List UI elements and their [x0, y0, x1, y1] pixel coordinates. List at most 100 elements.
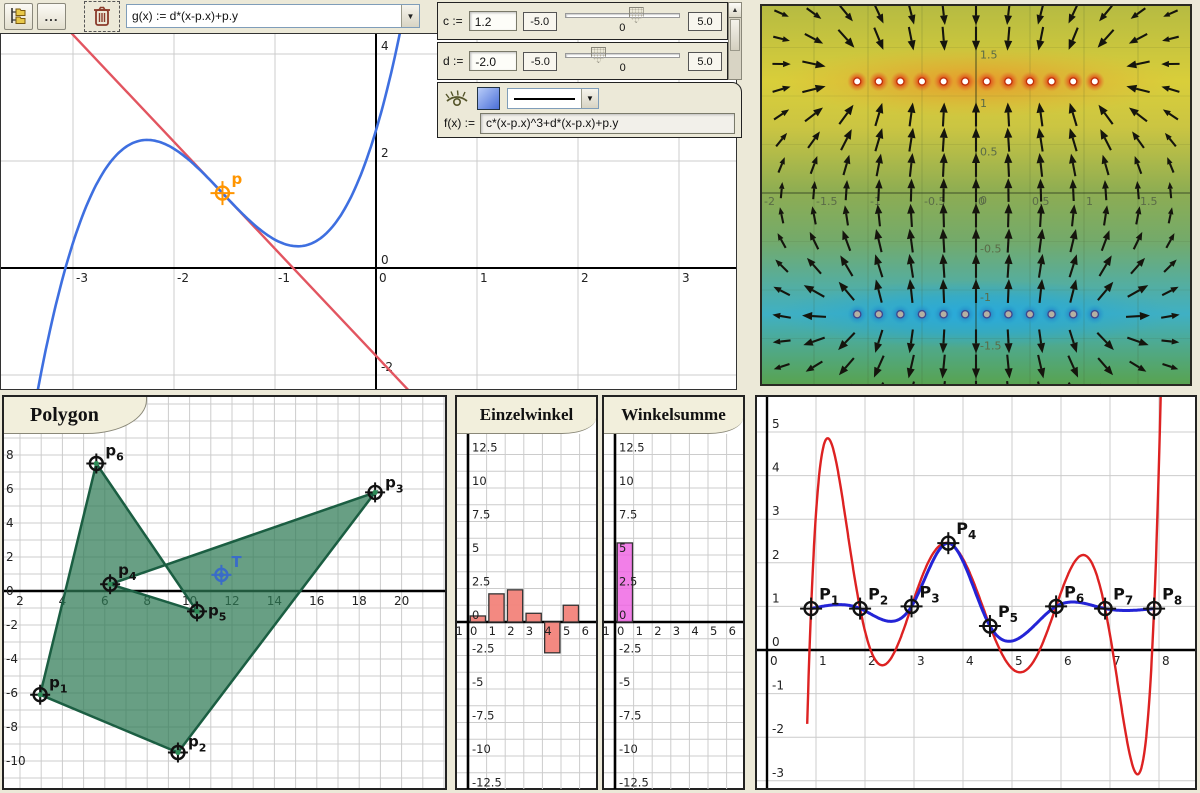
field-arrow [939, 127, 948, 152]
field-arrow [1097, 357, 1114, 376]
polygon-vertex-p4[interactable] [100, 574, 121, 595]
interp-point-P8[interactable] [1143, 597, 1166, 620]
interp-point-P5[interactable] [978, 615, 1001, 638]
combobox-dropdown-icon[interactable]: ▼ [401, 5, 419, 27]
svg-text:-1: -1 [278, 271, 290, 285]
function-combobox[interactable]: g(x) := d*(x-p.x)+p.y ▼ [126, 4, 420, 28]
trash-button[interactable] [88, 3, 117, 30]
more-options-button[interactable]: ... [37, 3, 66, 30]
field-sink-dot[interactable] [1068, 77, 1078, 86]
field-source-dot[interactable] [874, 309, 884, 319]
interp-point-P7[interactable] [1094, 597, 1117, 620]
svg-text:7.5: 7.5 [619, 508, 637, 522]
combobox-value: g(x) := d*(x-p.x)+p.y [132, 9, 239, 23]
eye-icon[interactable] [444, 89, 470, 108]
polygon-vertex-p3[interactable] [365, 482, 386, 503]
field-sink-dot[interactable] [874, 77, 884, 86]
c-slider[interactable]: 0 [563, 4, 682, 38]
bar-3-4 [525, 612, 542, 623]
field-arrow [907, 178, 916, 202]
field-arrow [1167, 207, 1174, 224]
vertex-label-p3: p3 [385, 473, 403, 495]
field-source-dot[interactable] [1004, 309, 1013, 319]
field-arrow [874, 279, 883, 303]
field-sink-dot[interactable] [852, 77, 862, 86]
d-value-input[interactable]: -2.0 [469, 51, 518, 71]
field-sink-dot[interactable] [982, 77, 992, 86]
field-arrow [807, 131, 820, 149]
field-arrow [1068, 128, 1078, 152]
field-source-dot[interactable] [1025, 309, 1035, 319]
scrollbar-thumb[interactable] [730, 19, 740, 51]
svg-text:-2: -2 [177, 271, 189, 285]
line-style-dropdown[interactable]: ▼ [507, 88, 599, 109]
field-arrow [806, 257, 822, 275]
control-panel-scrollbar[interactable]: ▲ [728, 2, 742, 80]
polygon-vertex-p5[interactable] [187, 601, 208, 622]
polygon-vertex-p1[interactable] [30, 684, 51, 705]
field-source-dot[interactable] [1068, 309, 1078, 319]
polygon-vertex-p6[interactable] [86, 453, 107, 474]
field-arrow [1036, 6, 1045, 25]
field-arrow [1129, 360, 1147, 372]
c-value-input[interactable]: 1.2 [468, 11, 517, 31]
field-sink-dot[interactable] [896, 77, 905, 86]
svg-text:20: 20 [394, 594, 409, 608]
field-source-dot[interactable] [917, 309, 927, 319]
scrollbar-up-icon[interactable]: ▲ [729, 3, 741, 18]
d-slider-thumb[interactable] [590, 47, 606, 63]
field-sink-dot[interactable] [917, 77, 927, 86]
centroid-label: T [231, 553, 242, 571]
field-source-dot[interactable] [896, 309, 905, 319]
bar-4-5 [543, 621, 561, 654]
c-slider-thumb[interactable] [628, 7, 644, 23]
svg-text:5: 5 [563, 624, 570, 638]
svg-text:5: 5 [472, 541, 479, 555]
interp-point-P1[interactable] [800, 597, 823, 620]
field-arrow [1036, 178, 1045, 202]
field-arrow [1036, 381, 1040, 384]
field-arrow [907, 102, 916, 127]
field-sink-dot[interactable] [1004, 77, 1013, 86]
field-source-dot[interactable] [982, 309, 992, 319]
svg-text:3: 3 [917, 654, 925, 668]
d-slider[interactable]: 0 [563, 44, 682, 78]
svg-text:-0.5: -0.5 [980, 243, 1001, 256]
field-sink-dot[interactable] [1025, 77, 1035, 86]
field-arrow [906, 329, 915, 354]
interp-point-P3[interactable] [900, 595, 923, 618]
svg-text:0: 0 [379, 271, 387, 285]
c-slider-track[interactable] [564, 13, 680, 18]
interp-point-P4[interactable] [937, 532, 960, 555]
field-sink-dot[interactable] [1047, 77, 1056, 86]
field-sink-dot[interactable] [1090, 77, 1100, 86]
field-source-dot[interactable] [1047, 309, 1056, 319]
color-swatch-button[interactable] [477, 87, 500, 110]
polygon-vertex-p2[interactable] [167, 742, 188, 763]
svg-text:6: 6 [582, 624, 589, 638]
svg-text:8: 8 [6, 448, 14, 462]
d-slider-zero-label: 0 [619, 62, 626, 74]
field-source-dot[interactable] [1090, 309, 1100, 319]
svg-text:1: 1 [480, 271, 488, 285]
field-arrow [1097, 29, 1115, 48]
field-source-dot[interactable] [960, 309, 970, 319]
d-slider-track[interactable] [565, 53, 680, 58]
field-arrow [1161, 85, 1180, 93]
field-sink-dot[interactable] [939, 77, 948, 86]
tree-view-button[interactable] [4, 3, 33, 30]
line-style-dropdown-icon[interactable]: ▼ [581, 89, 598, 108]
interp-point-P2[interactable] [849, 597, 872, 620]
fx-input[interactable]: c*(x-p.x)^3+d*(x-p.x)+p.y [480, 112, 735, 134]
field-arrow [772, 85, 791, 93]
field-arrow [773, 363, 790, 370]
interp-point-P6[interactable] [1045, 595, 1068, 618]
field-source-dot[interactable] [939, 309, 948, 319]
field-arrow [1162, 35, 1179, 42]
field-sink-dot[interactable] [960, 77, 970, 86]
centroid-point[interactable] [211, 564, 232, 585]
field-arrow [939, 6, 948, 26]
field-arrow [843, 179, 850, 201]
field-source-dot[interactable] [852, 309, 862, 319]
point-p[interactable] [210, 181, 235, 206]
